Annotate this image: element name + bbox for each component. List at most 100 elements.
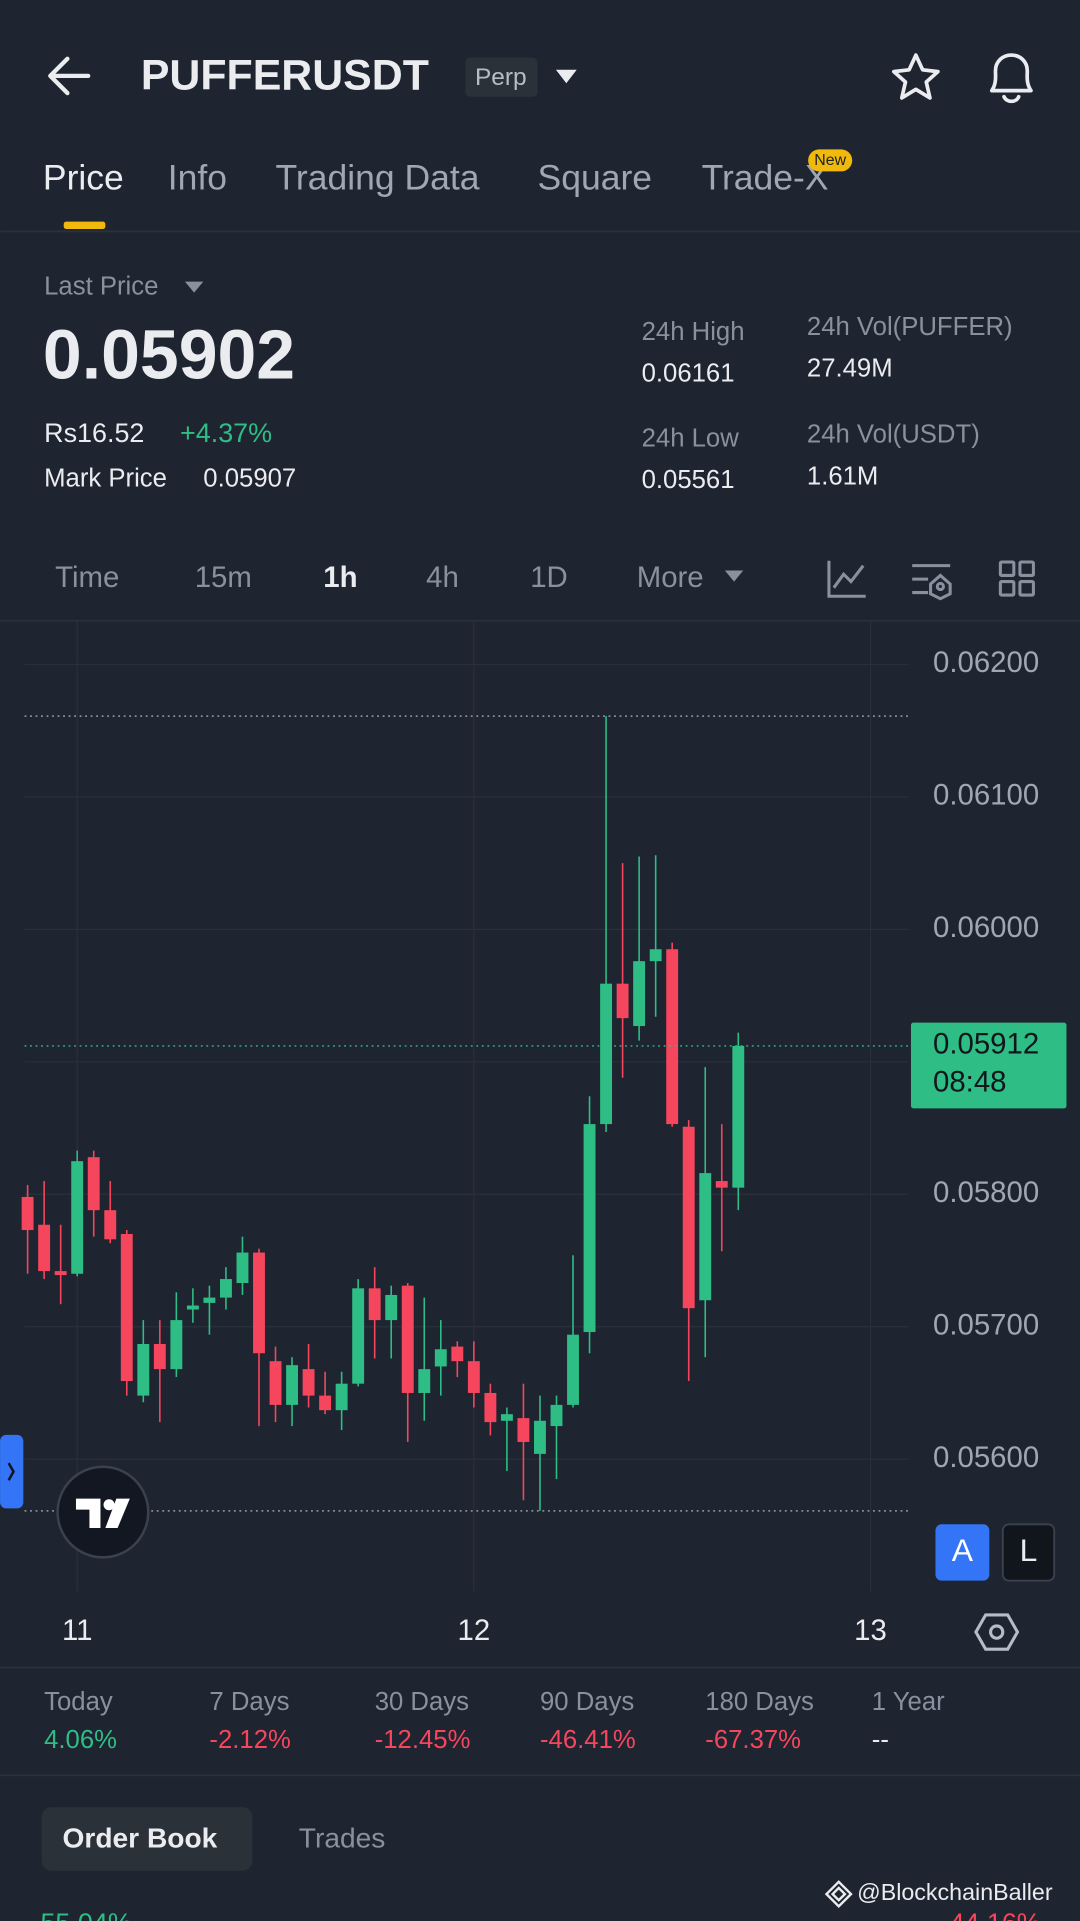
candle-body xyxy=(137,1343,150,1396)
candle-body xyxy=(583,1124,596,1333)
tab[interactable]: Price xyxy=(43,157,124,197)
interval[interactable]: 1h xyxy=(323,561,357,594)
candle-body xyxy=(732,1045,745,1188)
candle-body xyxy=(467,1361,480,1393)
candle-body xyxy=(715,1181,728,1188)
stat-value: 1.61M xyxy=(807,462,878,490)
stat-label: 24h High xyxy=(642,318,745,346)
candle-body xyxy=(534,1420,546,1454)
tradingview-logo[interactable] xyxy=(56,1465,150,1559)
bottom-tab[interactable]: Trades xyxy=(299,1823,386,1854)
candle-body xyxy=(302,1369,315,1396)
candle-body xyxy=(38,1224,51,1272)
x-tick-label: 13 xyxy=(854,1614,887,1647)
price-change: +4.37% xyxy=(180,418,272,448)
period-change: -- xyxy=(872,1726,889,1754)
candle-body xyxy=(253,1252,265,1354)
mark-price-label: Mark Price xyxy=(44,465,167,493)
favorite-button[interactable] xyxy=(891,53,940,100)
period-label: 1 Year xyxy=(872,1688,945,1716)
interval[interactable]: More xyxy=(637,561,704,594)
tab[interactable]: Trading Data xyxy=(276,157,480,197)
candlestick-chart: 0.056000.057000.058000.059000.060000.061… xyxy=(21,620,1067,1647)
candle-body xyxy=(71,1161,84,1274)
period-change: -2.12% xyxy=(209,1726,290,1754)
candle-body xyxy=(385,1294,398,1321)
period-label: 180 Days xyxy=(705,1688,814,1716)
candle-body xyxy=(666,949,679,1125)
active-tab-indicator xyxy=(63,221,106,229)
candle-body xyxy=(352,1288,365,1384)
x-tick-label: 11 xyxy=(62,1614,92,1647)
chart-settings-button[interactable] xyxy=(912,564,952,601)
y-tick-label: 0.05800 xyxy=(933,1176,1039,1209)
symbol-dropdown[interactable] xyxy=(555,69,577,84)
scale-button[interactable] xyxy=(935,1524,990,1581)
interval[interactable]: 1D xyxy=(530,561,568,594)
candle-body xyxy=(600,983,613,1125)
candle-body xyxy=(219,1279,232,1298)
watermark-icon xyxy=(824,1880,853,1909)
candle-body xyxy=(517,1418,530,1442)
period-change: -67.37% xyxy=(705,1726,801,1754)
candle-body xyxy=(567,1334,579,1405)
candle-body xyxy=(104,1210,117,1240)
interval[interactable]: Time xyxy=(55,561,119,594)
period-label: 7 Days xyxy=(209,1688,289,1716)
candle-body xyxy=(319,1395,332,1411)
candle-body xyxy=(550,1404,563,1427)
period-change: -46.41% xyxy=(540,1726,636,1754)
side-drawer-arrow xyxy=(7,1462,15,1481)
stat-value: 27.49M xyxy=(807,355,893,383)
last-price: 0.05902 xyxy=(43,315,295,393)
symbol[interactable]: PUFFERUSDT xyxy=(141,52,429,100)
last-price-label[interactable]: Last Price xyxy=(44,273,158,301)
interval[interactable]: 4h xyxy=(426,561,459,594)
new-badge-text: New xyxy=(814,152,846,169)
candle-body xyxy=(170,1320,183,1370)
y-tick-label: 0.05700 xyxy=(933,1309,1039,1342)
last-price-dropdown[interactable] xyxy=(184,281,204,293)
stat-value: 0.05561 xyxy=(642,466,735,494)
candle-body xyxy=(500,1414,513,1421)
countdown-label: 08:48 xyxy=(933,1066,1007,1099)
contract-type: Perp xyxy=(475,64,527,91)
candle-body xyxy=(418,1369,431,1393)
sell-ratio: 44.16% xyxy=(949,1908,1040,1921)
bottom-tab[interactable]: Order Book xyxy=(63,1823,218,1854)
layout-button[interactable] xyxy=(998,560,1035,597)
candle-body xyxy=(87,1157,100,1211)
candle-body xyxy=(236,1252,249,1284)
active-bottom-tab xyxy=(41,1807,253,1871)
chart-settings-icon[interactable] xyxy=(974,1613,1020,1651)
scale-button-label: L xyxy=(1020,1532,1038,1568)
scale-button[interactable] xyxy=(1001,1523,1056,1582)
buy-ratio: 55.04% xyxy=(40,1908,131,1921)
candle-body xyxy=(368,1288,381,1321)
candle-body xyxy=(484,1392,497,1423)
x-tick-label: 12 xyxy=(458,1614,491,1647)
y-tick-label: 0.05600 xyxy=(933,1441,1039,1474)
tab[interactable]: Trade-X xyxy=(702,157,829,197)
side-drawer-tab[interactable] xyxy=(0,1434,24,1509)
more-dropdown[interactable] xyxy=(724,570,744,582)
tab[interactable]: Square xyxy=(538,157,652,197)
stat-label: 24h Vol(USDT) xyxy=(807,421,980,449)
back-button[interactable] xyxy=(48,56,91,96)
candle-body xyxy=(203,1297,216,1303)
stat-value: 0.06161 xyxy=(642,359,735,387)
interval[interactable]: 15m xyxy=(195,561,252,594)
candle-body xyxy=(21,1196,34,1231)
candle-body xyxy=(401,1285,414,1393)
tab[interactable]: Info xyxy=(168,157,227,197)
watermark: @BlockchainBaller xyxy=(857,1879,1053,1905)
alert-button[interactable] xyxy=(989,53,1033,104)
new-badge xyxy=(808,149,853,172)
candle-body xyxy=(682,1126,695,1309)
indicator-button[interactable] xyxy=(827,560,866,598)
contract-badge xyxy=(465,57,538,97)
stat-label: 24h Vol(PUFFER) xyxy=(807,313,1013,341)
current-price-tag xyxy=(910,1022,1067,1109)
